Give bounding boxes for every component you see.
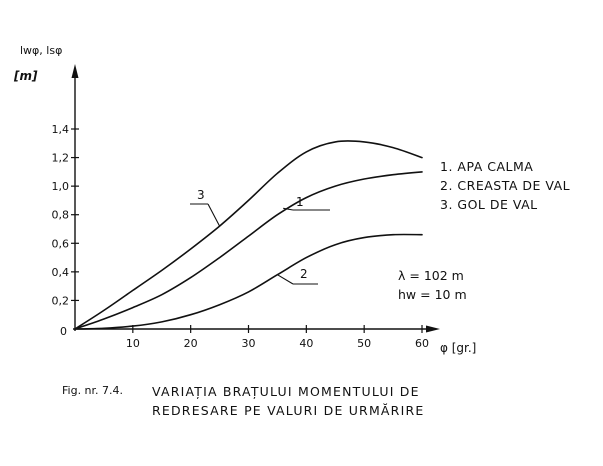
y-tick-label: 1,2	[52, 152, 70, 165]
y-tick-label: 0,6	[52, 237, 70, 250]
y-tick-label: 0,2	[52, 294, 70, 307]
x-axis-title: φ [gr.]	[440, 341, 476, 355]
ticks: 10 20 30 40 50 60 0,2 0,4 0,6 0,8 1,0 1,2 1,4 0	[52, 123, 430, 350]
wavelength-label: λ = 102 m	[398, 268, 464, 283]
caption-line-2: REDRESARE PE VALURI DE URMĂRIRE	[152, 403, 425, 418]
legend-entry-3: 3. GOL DE VAL	[440, 197, 538, 212]
y-tick-label: 0,8	[52, 209, 70, 222]
series-label-1: 1	[296, 195, 304, 209]
parameters: λ = 102 m hw = 10 m	[398, 268, 467, 302]
series-line-3	[74, 140, 423, 330]
x-tick-label: 10	[126, 337, 140, 350]
x-tick-label: 40	[299, 337, 313, 350]
series-leader-2	[277, 274, 318, 285]
x-tick-label: 20	[184, 337, 198, 350]
legend-entry-1: 1. APA CALMA	[440, 159, 533, 174]
series-leader-1	[283, 207, 330, 211]
legend: 1. APA CALMA 2. CREASTA DE VAL 3. GOL DE…	[440, 159, 570, 212]
x-tick-label: 60	[415, 337, 429, 350]
series-line-1	[74, 171, 423, 330]
caption-line-1: VARIAȚIA BRAȚULUI MOMENTULUI DE	[152, 384, 420, 399]
origin-label: 0	[60, 325, 67, 338]
y-axis-title: lᴡφ, lsφ	[20, 44, 62, 57]
x-axis-arrow	[426, 325, 440, 333]
y-tick-label: 1,4	[52, 123, 70, 136]
curves: 1 2 3	[74, 140, 423, 330]
y-tick-label: 1,0	[52, 180, 70, 193]
wave-height-label: hw = 10 m	[398, 287, 467, 302]
series-label-2: 2	[300, 267, 308, 281]
legend-entry-2: 2. CREASTA DE VAL	[440, 178, 570, 193]
series-line-2	[74, 233, 423, 330]
series-label-3: 3	[197, 188, 205, 202]
y-axis-arrow	[71, 64, 79, 78]
y-axis-unit: [m]	[13, 69, 38, 83]
x-tick-label: 30	[242, 337, 256, 350]
axes	[71, 64, 440, 333]
y-tick-label: 0,4	[52, 266, 70, 279]
series-leader-3	[190, 203, 221, 227]
x-tick-label: 50	[357, 337, 371, 350]
figure-number: Fig. nr. 7.4.	[62, 384, 124, 397]
